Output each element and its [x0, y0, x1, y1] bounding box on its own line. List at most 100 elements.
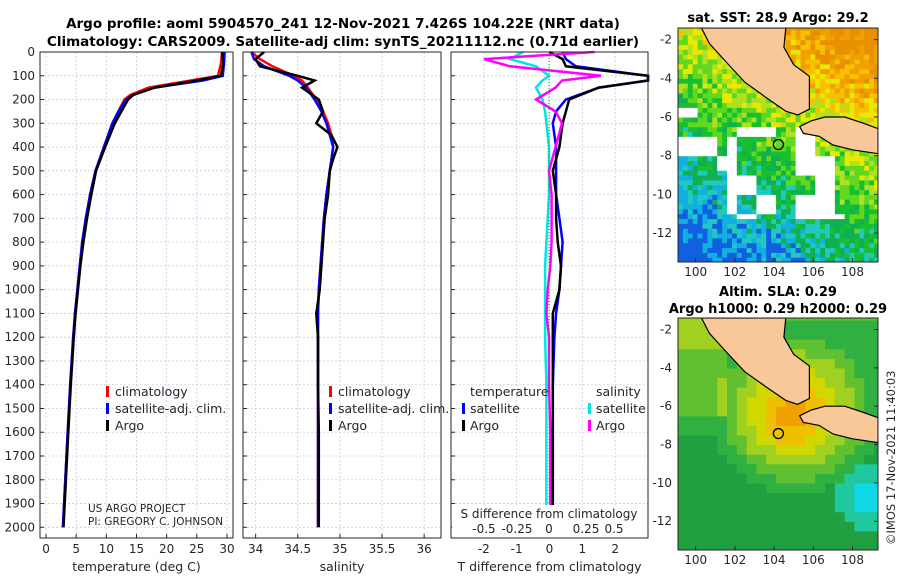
map-cell — [844, 319, 856, 331]
map-cell — [844, 530, 856, 542]
map-cell — [844, 199, 851, 205]
map-cell — [678, 68, 684, 75]
map-cell — [859, 208, 865, 215]
title-line-1: Argo profile: aoml 5904570_241 12-Nov-20… — [66, 16, 620, 32]
map-cell — [776, 463, 787, 474]
map-cell — [790, 44, 797, 50]
map-cell — [805, 203, 811, 210]
map-cell — [727, 492, 738, 503]
map-cell — [834, 444, 846, 455]
map-cell — [874, 29, 878, 36]
map-cell — [771, 170, 777, 176]
map-cell — [727, 170, 733, 176]
map-cell — [780, 179, 787, 186]
x-tick-label: 34.5 — [284, 542, 311, 556]
map-cell — [722, 112, 728, 118]
map-cell — [687, 232, 694, 239]
map-cell — [825, 319, 836, 331]
map-cell — [844, 189, 851, 195]
map-cell — [678, 92, 684, 99]
map-cell — [687, 49, 694, 55]
map-cell — [839, 107, 846, 113]
map-cell — [727, 463, 738, 474]
map-cell — [702, 92, 709, 99]
map-cell — [844, 232, 851, 239]
map-cell — [810, 87, 816, 94]
map-cell — [864, 92, 870, 99]
map-cell — [751, 179, 758, 186]
map-cell — [805, 68, 811, 75]
map-cell — [864, 39, 870, 46]
map-cell — [766, 218, 772, 224]
map-cell — [790, 223, 797, 229]
map-cell — [854, 194, 860, 200]
map-cell — [790, 126, 797, 133]
map-cell — [815, 339, 826, 350]
map-cell — [800, 179, 807, 186]
map-cell — [815, 473, 826, 484]
map-cell — [682, 242, 689, 249]
map-cell — [864, 348, 875, 359]
map-cell — [756, 121, 762, 128]
map-cell — [795, 242, 802, 249]
map-cell — [834, 54, 841, 60]
s-tick-label: 0 — [545, 522, 553, 536]
map-cell — [717, 228, 723, 234]
map-cell — [825, 252, 831, 258]
map-cell — [682, 257, 689, 262]
map-cell — [854, 367, 865, 379]
map-cell — [815, 540, 826, 550]
map-cell — [780, 131, 787, 137]
map-cell — [790, 194, 797, 200]
map-cell — [731, 87, 738, 94]
map-cell — [849, 203, 856, 210]
map-cell — [805, 319, 816, 331]
map-cell — [717, 155, 723, 162]
x-tick-label: 34 — [248, 542, 263, 556]
map-cell — [805, 174, 811, 181]
map-cell — [697, 34, 704, 41]
legend-title-temperature: temperature — [470, 384, 549, 399]
map-cell — [678, 126, 684, 133]
map-cell — [731, 218, 738, 224]
map-cell — [854, 228, 860, 234]
map-cell — [825, 329, 836, 340]
map-cell — [712, 83, 718, 89]
map-cell — [741, 102, 748, 108]
map-cell — [756, 92, 762, 99]
map-cell — [864, 257, 870, 262]
map-cell — [825, 242, 831, 249]
map-cell — [834, 174, 841, 181]
map-cell — [825, 444, 836, 455]
map-cell — [810, 63, 816, 70]
map-cell — [731, 78, 738, 84]
map-cell — [756, 189, 762, 195]
map-cell — [834, 170, 841, 176]
map-cell — [805, 63, 811, 70]
map-cell — [800, 141, 807, 147]
map-cell — [825, 170, 831, 176]
map-cell — [766, 107, 772, 113]
map-cell — [761, 232, 767, 239]
map-cell — [849, 189, 856, 195]
map-cell — [692, 78, 699, 84]
map-cell — [736, 78, 743, 84]
credit-pi: PI: GREGORY C. JOHNSON — [88, 516, 223, 528]
map-cell — [736, 387, 748, 398]
map-cell — [795, 179, 802, 186]
map-cell — [687, 223, 694, 229]
map-cell — [741, 155, 748, 162]
map-cell — [844, 348, 856, 359]
map-cell — [682, 87, 689, 94]
map-cell — [776, 208, 782, 215]
map-cell — [815, 237, 821, 244]
map-cell — [805, 252, 811, 258]
map-cell — [697, 247, 704, 253]
map-cell — [682, 44, 689, 50]
map-cell — [805, 112, 811, 118]
map-cell — [869, 170, 875, 176]
map-cell — [829, 257, 836, 262]
map-cell — [741, 257, 748, 262]
map-cell — [717, 511, 728, 522]
lon-tick-label: 108 — [841, 265, 864, 279]
